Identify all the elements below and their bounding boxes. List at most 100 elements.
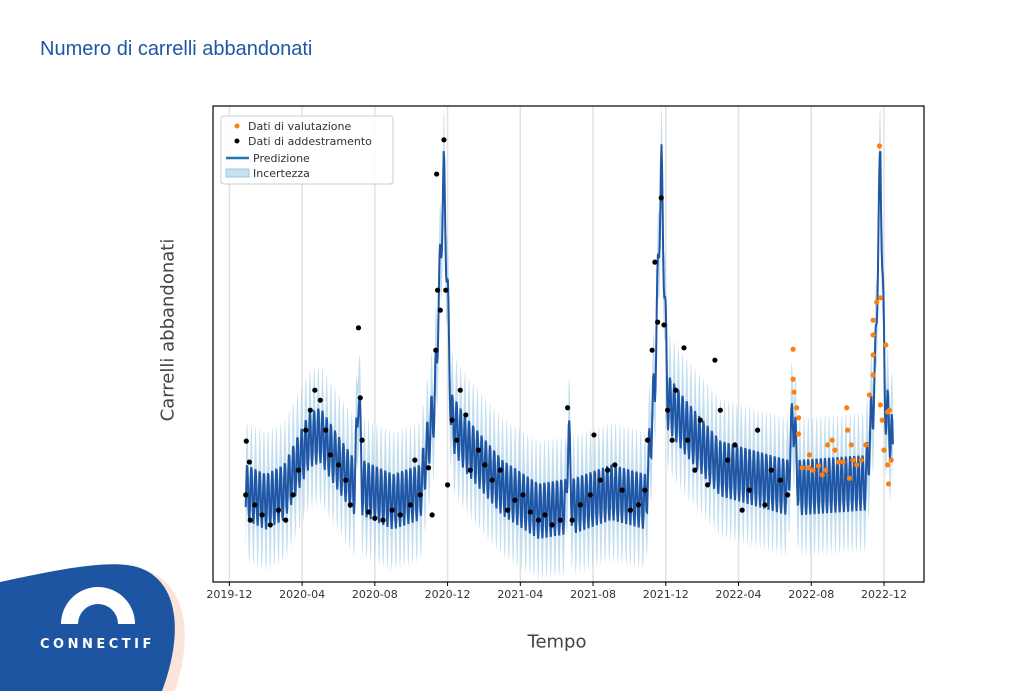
evaluation-point: [854, 462, 860, 468]
evaluation-point: [885, 462, 891, 468]
training-point: [739, 507, 745, 513]
evaluation-point: [819, 472, 825, 478]
legend-prediction-label: Predizione: [253, 152, 310, 165]
prediction-path: [244, 144, 894, 539]
training-point: [658, 195, 664, 201]
training-point: [449, 417, 455, 423]
training-point: [467, 467, 473, 473]
training-point: [312, 387, 318, 393]
evaluation-point: [840, 459, 846, 465]
training-point: [443, 287, 449, 293]
evaluation-point: [879, 417, 885, 423]
training-point: [252, 502, 258, 508]
training-point: [665, 407, 671, 413]
training-point: [372, 515, 378, 521]
evaluation-point: [799, 465, 805, 471]
training-point: [746, 487, 753, 493]
training-point: [612, 462, 618, 468]
x-tick-label: 2021-12: [643, 588, 689, 601]
evaluation-point: [858, 457, 864, 463]
training-point: [587, 492, 593, 498]
training-point: [433, 347, 439, 353]
training-point: [635, 502, 642, 508]
training-point: [669, 437, 675, 443]
training-point: [343, 477, 349, 483]
training-point: [652, 259, 658, 265]
training-point: [283, 517, 289, 523]
training-point: [259, 512, 265, 518]
training-point: [619, 487, 625, 493]
training-point: [243, 438, 249, 444]
legend-training-label: Dati di addestramento: [248, 135, 372, 148]
training-point: [457, 387, 463, 393]
evaluation-point: [876, 143, 883, 149]
training-point: [673, 387, 679, 393]
evaluation-point: [805, 465, 812, 471]
training-point: [627, 507, 633, 513]
training-point: [785, 492, 791, 498]
training-point: [564, 405, 571, 411]
training-point: [762, 502, 768, 508]
training-point: [681, 345, 687, 351]
training-point: [295, 467, 302, 473]
training-point: [768, 467, 774, 473]
connectif-logo-text: CONNECTIF: [40, 637, 155, 652]
training-point: [243, 492, 249, 498]
training-point: [323, 427, 329, 433]
training-point: [777, 477, 783, 483]
x-tick-label: 2021-04: [497, 588, 543, 601]
plot-frame: [212, 105, 925, 583]
x-tick-label: 2022-04: [716, 588, 762, 601]
evaluation-point: [850, 457, 856, 463]
evaluation-point: [844, 405, 850, 411]
training-point: [489, 477, 495, 483]
training-point: [246, 459, 252, 465]
training-point: [725, 457, 731, 463]
evaluation-point: [883, 342, 889, 348]
training-point: [642, 487, 648, 493]
evaluation-point: [870, 332, 876, 338]
training-point: [557, 517, 563, 523]
training-point: [549, 522, 555, 528]
training-point: [307, 407, 313, 413]
training-point: [454, 437, 460, 443]
evaluation-point: [794, 405, 800, 411]
evaluation-point: [845, 427, 851, 433]
evaluation-point: [823, 467, 829, 473]
training-point: [597, 477, 603, 483]
training-point: [497, 467, 503, 473]
training-point: [347, 502, 353, 508]
evaluation-point: [790, 376, 796, 382]
x-tick-label: 2019-12: [206, 588, 252, 601]
training-point: [380, 517, 386, 523]
connectif-arch-icon: [61, 587, 135, 624]
training-point: [577, 502, 583, 508]
training-point: [504, 507, 511, 513]
legend-uncertainty-label: Incertezza: [253, 167, 310, 180]
evaluation-point: [815, 463, 822, 469]
training-point: [355, 325, 362, 331]
evaluation-point: [874, 299, 880, 305]
legend-box: [220, 115, 394, 185]
legend-evaluation-marker: [234, 123, 240, 129]
x-tick-label: 2020-04: [279, 588, 325, 601]
training-point: [425, 465, 432, 471]
training-point: [661, 322, 667, 328]
training-point: [335, 462, 342, 468]
legend-training-marker: [234, 138, 240, 144]
x-tick-label: 2020-08: [352, 588, 398, 601]
evaluation-point: [877, 402, 883, 408]
evaluation-point: [832, 447, 838, 453]
training-point: [359, 437, 365, 443]
training-point: [482, 462, 488, 468]
evaluation-point: [866, 392, 873, 398]
evaluation-point: [810, 467, 816, 473]
x-tick-label: 2021-08: [570, 588, 616, 601]
training-point: [475, 447, 482, 453]
training-point: [317, 397, 323, 403]
training-point: [434, 287, 441, 293]
evaluation-point: [885, 481, 892, 487]
training-point: [717, 407, 723, 413]
page-title: Numero di carrelli abbandonati: [40, 38, 313, 60]
